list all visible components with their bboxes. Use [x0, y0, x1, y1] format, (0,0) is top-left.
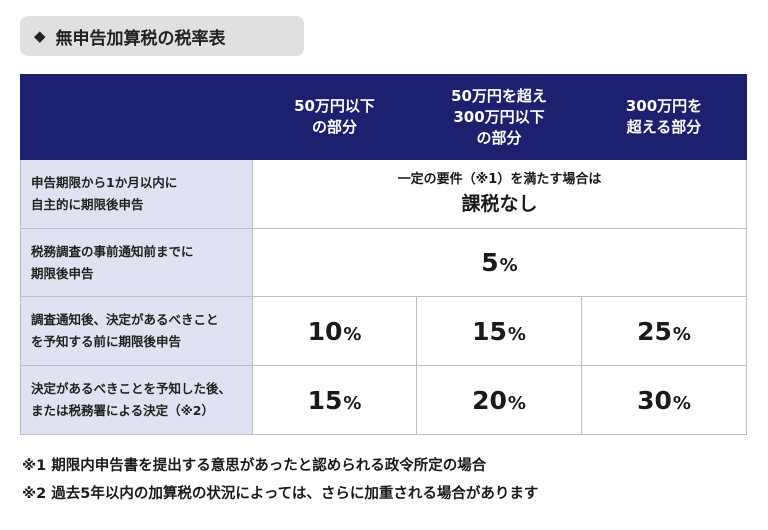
- merged-cell-rate: 5%: [252, 228, 747, 297]
- rate-cell: 20%: [416, 365, 582, 435]
- rate-cell: 10%: [252, 296, 417, 366]
- table-header-row: 50万円以下 の部分 50万円を超え 300万円以下 の部分 300万円を 超える部分: [20, 74, 747, 160]
- rate-cell: 25%: [581, 296, 747, 366]
- footnote-1: ※1 期限内申告書を提出する意思があったと認められる政令所定の場合: [22, 458, 487, 474]
- table-row: 税務調査の事前通知前までに 期限後申告 5%: [20, 228, 747, 297]
- row-label-after-anticipation: 決定があるべきことを予知した後、 または税務署による決定（※2）: [20, 365, 253, 435]
- tax-rate-table: 50万円以下 の部分 50万円を超え 300万円以下 の部分 300万円を 超える部分 …: [20, 74, 747, 435]
- table-row: 決定があるべきことを予知した後、 または税務署による決定（※2） 15% 20% …: [20, 365, 747, 435]
- footnote-2: ※2 過去5年以内の加算税の状況によっては、さらに加重される場合があります: [22, 486, 539, 502]
- page-title-text: 無申告加算税の税率表: [55, 28, 226, 49]
- merged-cell-no-tax: 一定の要件（※1）を満たす場合は 課税なし: [252, 159, 747, 229]
- rate-cell: 15%: [252, 365, 417, 435]
- row-label-before-audit-notice: 税務調査の事前通知前までに 期限後申告: [20, 228, 253, 297]
- table-row: 申告期限から1か月以内に 自主的に期限後申告 一定の要件（※1）を満たす場合は 課…: [20, 159, 747, 229]
- table-row: 調査通知後、決定があるべきこと を予知する前に期限後申告 10% 15% 25%: [20, 296, 747, 366]
- page-title: ◆ 無申告加算税の税率表: [20, 16, 304, 56]
- column-header-up-to-500k: 50万円以下 の部分: [252, 74, 417, 160]
- header-corner-cell: [20, 74, 253, 160]
- row-label-after-audit-notice: 調査通知後、決定があるべきこと を予知する前に期限後申告: [20, 296, 253, 366]
- rate-cell: 15%: [416, 296, 582, 366]
- diamond-icon: ◆: [34, 27, 46, 45]
- rate-cell: 30%: [581, 365, 747, 435]
- column-header-over-3m: 300万円を 超える部分: [581, 74, 747, 160]
- column-header-500k-to-3m: 50万円を超え 300万円以下 の部分: [416, 74, 582, 160]
- row-label-voluntary-within-month: 申告期限から1か月以内に 自主的に期限後申告: [20, 159, 253, 229]
- footnotes: ※1 期限内申告書を提出する意思があったと認められる政令所定の場合 ※2 過去5…: [22, 452, 752, 508]
